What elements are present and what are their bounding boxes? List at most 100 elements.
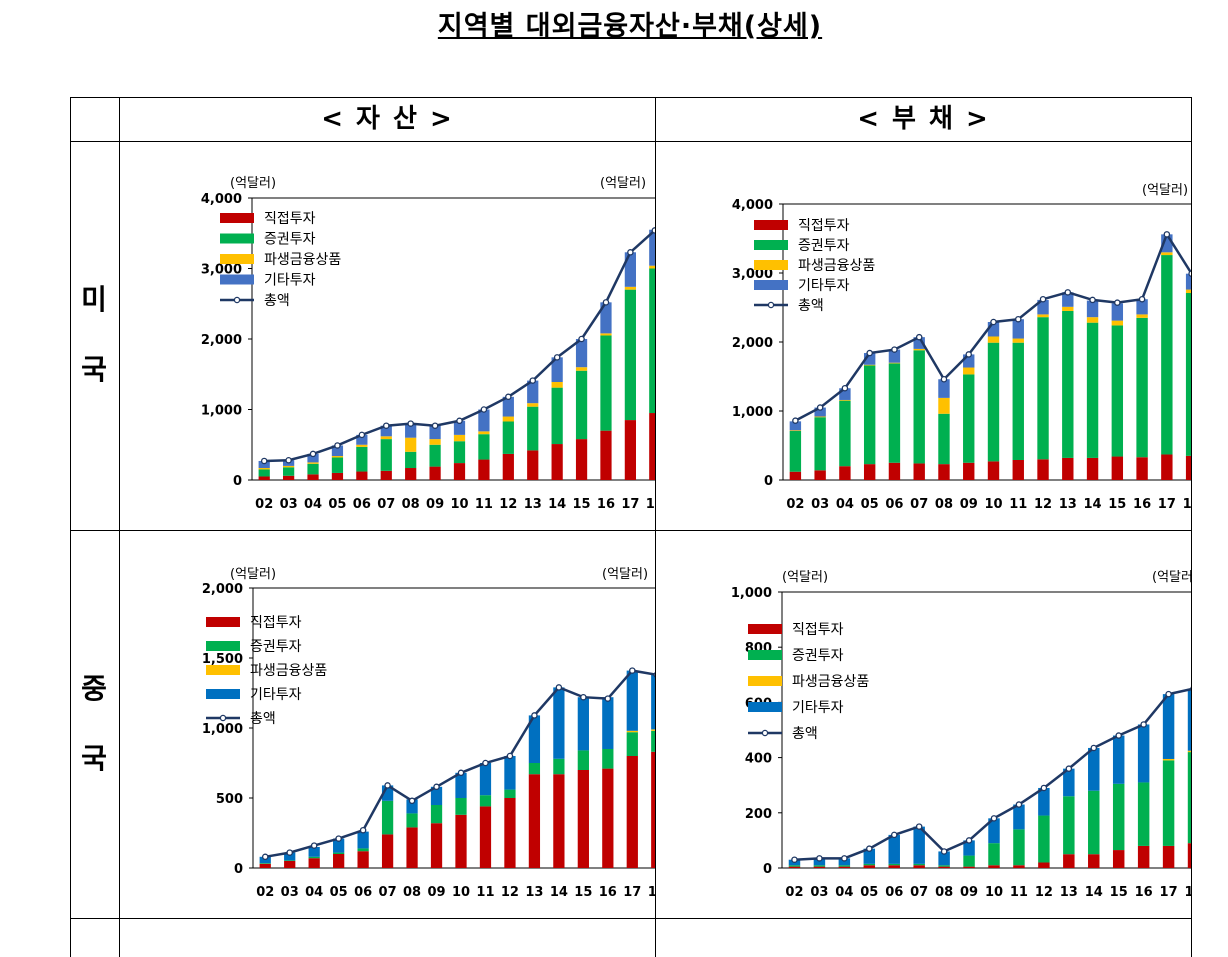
china-assets-bar-02-s1 — [260, 863, 271, 864]
china-assets-bar-02-s0 — [260, 864, 271, 868]
us-assets-bar-08-s0 — [405, 468, 416, 480]
china-liabilities-bar-06-s0 — [888, 865, 899, 868]
china-liabilities-bar-12-s0 — [1038, 862, 1049, 868]
us-assets-bar-17-s2 — [625, 287, 636, 290]
us-liabilities-bar-13-s2 — [1062, 307, 1073, 311]
china-assets-xtick-label: 06 — [354, 885, 372, 900]
china-assets-bar-16-s1 — [602, 749, 613, 769]
us-assets-xtick-label: 08 — [402, 497, 420, 512]
china-liabilities-bar-15-s0 — [1113, 850, 1124, 868]
us-assets-legend-swatch-2 — [220, 254, 254, 264]
us-liabilities-bar-10-s0 — [988, 461, 999, 480]
china-liabilities-bar-03-s1 — [814, 865, 825, 866]
china-assets-bar-03-s1 — [284, 860, 295, 861]
us-liabilities-xtick-label: 04 — [836, 497, 854, 512]
china-assets-bar-18-s0 — [651, 752, 655, 868]
us-assets-unit-right: (억달러) — [600, 176, 646, 191]
us-assets-legend-label-0: 직접투자 — [264, 211, 316, 227]
china-assets-total-point — [532, 713, 537, 718]
us-assets-legend-marker-total — [234, 297, 239, 302]
us-assets-bar-13-s0 — [527, 450, 538, 480]
us-liabilities-xtick-label: 02 — [786, 497, 804, 512]
china-liabilities-bar-15-s3 — [1113, 736, 1124, 784]
us-assets-bar-12-s0 — [503, 454, 514, 480]
china-assets-xtick-label: 15 — [574, 885, 592, 900]
us-liabilities-legend-label-1: 증권투자 — [798, 238, 850, 254]
china-assets-bar-06-s3 — [357, 832, 368, 849]
us-liabilities-xtick-label: 05 — [861, 497, 879, 512]
china-assets-bar-14-s3 — [553, 687, 564, 758]
us-assets-xtick-label: 15 — [573, 497, 591, 512]
us-liabilities-bar-18-s0 — [1186, 456, 1191, 480]
us-assets-bar-12-s2 — [503, 417, 514, 422]
us-assets-bar-18-s2 — [649, 266, 655, 269]
china-liabilities-bar-18-s3 — [1188, 689, 1191, 751]
china-liabilities-bar-05-s1 — [864, 864, 875, 865]
us-assets-xtick-label: 13 — [524, 497, 542, 512]
china-liabilities-bar-13-s1 — [1063, 796, 1074, 854]
us-liabilities-xtick-label: 18 — [1183, 497, 1191, 512]
china-assets-total-point — [287, 850, 292, 855]
china-liabilities-bar-18-s1 — [1188, 752, 1191, 843]
china-assets-bar-11-s3 — [480, 763, 491, 795]
us-assets-legend-label-3: 기타투자 — [264, 273, 316, 289]
us-liabilities-total-point — [1040, 297, 1045, 302]
china-liabilities-bar-09-s0 — [963, 867, 974, 868]
us-liabilities-total-point — [991, 319, 996, 324]
china-liabilities-total-point — [1066, 766, 1071, 771]
china-assets-ytick-label-left: 0 — [234, 862, 243, 877]
china-liabilities-total-point — [1091, 745, 1096, 750]
china-assets-xtick-label: 12 — [501, 885, 519, 900]
us-liabilities-legend-swatch-0 — [754, 220, 788, 230]
china-liabilities-bar-10-s1 — [988, 843, 999, 865]
col-header-assets: < 자 산 > — [120, 97, 655, 141]
china-liabilities-xtick-label: 15 — [1110, 885, 1128, 900]
us-liabilities-total-point — [966, 352, 971, 357]
china-assets-legend-marker-total — [220, 715, 225, 720]
us-liabilities-bar-03-s1 — [814, 417, 825, 470]
us-liabilities-bar-15-s0 — [1112, 457, 1123, 480]
us-assets-bar-14-s2 — [552, 382, 563, 388]
china-assets-ytick-label-left: 1,500 — [202, 652, 243, 667]
china-assets-unit-left: (억달러) — [230, 567, 276, 582]
china-liabilities-total-point — [991, 816, 996, 821]
china-liabilities-bar-16-s0 — [1138, 846, 1149, 868]
china-assets-total-point — [458, 770, 463, 775]
china-assets-bar-14-s1 — [553, 759, 564, 774]
china-liabilities-total-point — [842, 856, 847, 861]
us-liabilities-bar-14-s2 — [1087, 317, 1098, 323]
us-assets-ytick-label-left: 0 — [233, 474, 242, 489]
us-liabilities-bar-08-s1 — [938, 414, 949, 464]
chart-china-assets: 005005001,0001,0001,5001,5002,0002,000(억… — [120, 531, 655, 918]
us-liabilities-total-point — [793, 418, 798, 423]
us-liabilities-legend-swatch-2 — [754, 260, 788, 270]
us-assets-bar-13-s2 — [527, 403, 538, 407]
us-assets-total-point — [481, 407, 486, 412]
china-assets-bar-18-s1 — [651, 731, 655, 752]
us-liabilities-bar-02-s0 — [790, 472, 801, 480]
us-liabilities-bar-02-s2 — [790, 430, 801, 431]
us-assets-bar-07-s1 — [381, 439, 392, 471]
china-liabilities-bar-04-s0 — [839, 867, 850, 868]
us-liabilities-unit-right: (억달러) — [1142, 183, 1188, 198]
china-assets-bar-04-s0 — [309, 858, 320, 868]
us-assets-bar-05-s0 — [332, 473, 343, 480]
us-liabilities-bar-16-s2 — [1136, 314, 1147, 317]
us-assets-xtick-label: 17 — [621, 497, 639, 512]
us-liabilities-bar-06-s2 — [889, 363, 900, 364]
us-assets-bar-08-s1 — [405, 452, 416, 468]
us-assets-xtick-label: 09 — [426, 497, 444, 512]
us-assets-legend-swatch-0 — [220, 213, 254, 223]
china-liabilities-bar-14-s1 — [1088, 791, 1099, 854]
us-assets-total-point — [262, 458, 267, 463]
us-liabilities-xtick-label: 12 — [1034, 497, 1052, 512]
us-liabilities-bar-09-s2 — [963, 368, 974, 375]
china-liabilities-xtick-label: 12 — [1035, 885, 1053, 900]
us-liabilities-total-point — [1065, 290, 1070, 295]
china-assets-bar-08-s0 — [406, 827, 417, 868]
china-liabilities-total-point — [792, 857, 797, 862]
china-liabilities-ytick-label-left: 0 — [763, 862, 772, 877]
us-liabilities-xtick-label: 09 — [960, 497, 978, 512]
china-assets-legend-swatch-2 — [206, 665, 240, 675]
table-border-left — [70, 97, 71, 957]
